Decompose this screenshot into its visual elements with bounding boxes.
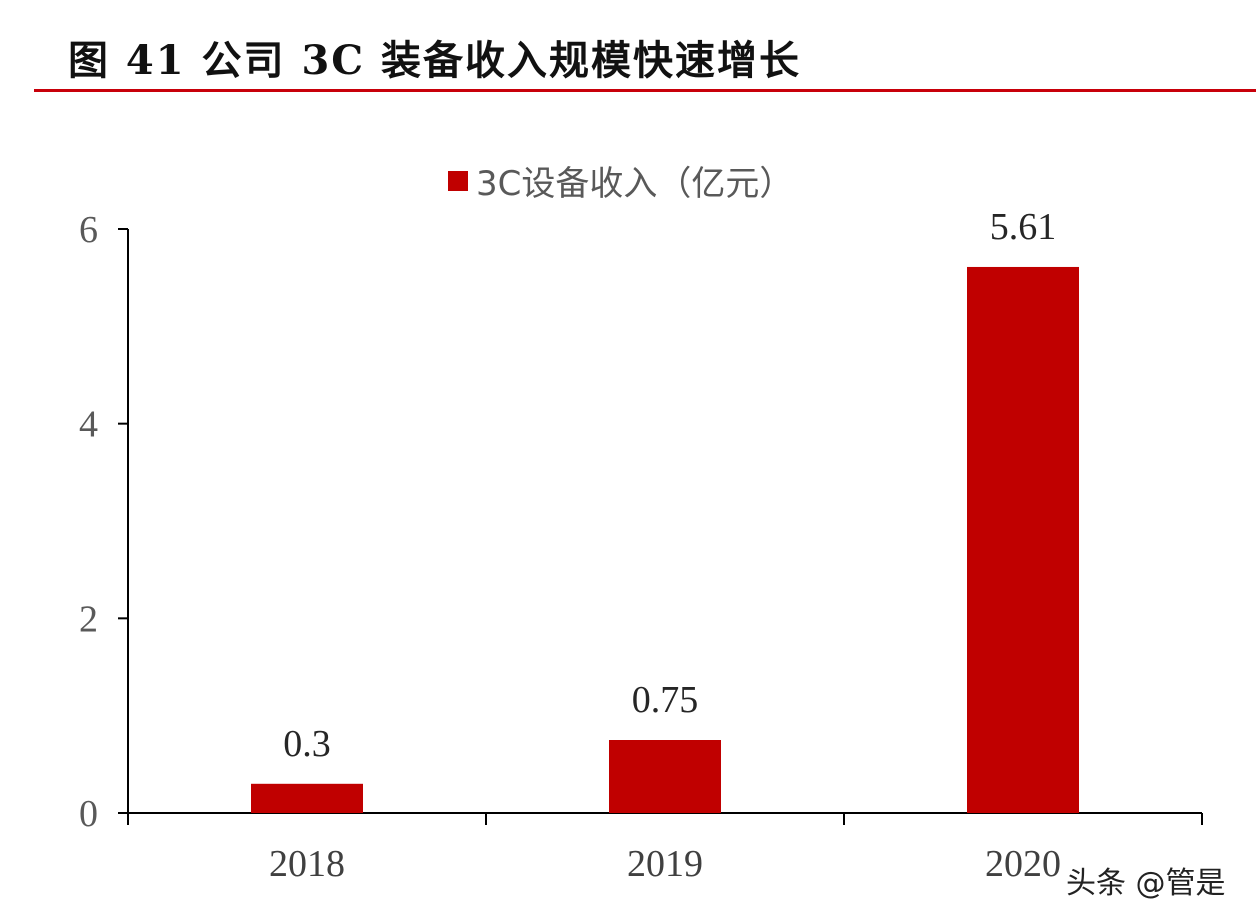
x-tick-label-2020: 2020 bbox=[985, 843, 1061, 885]
bar-2020 bbox=[967, 266, 1079, 814]
legend-swatch bbox=[448, 170, 468, 191]
bar-2018 bbox=[251, 783, 363, 813]
figure-title: 图 41 公司 3C 装备收入规模快速增长 bbox=[68, 37, 802, 84]
y-tick-label: 2 bbox=[79, 598, 98, 640]
data-label-2018: 0.3 bbox=[283, 723, 331, 765]
y-tick-label: 4 bbox=[79, 404, 98, 446]
y-tick-label: 0 bbox=[79, 793, 98, 835]
x-tick-label-2019: 2019 bbox=[627, 843, 703, 885]
legend-label: 3C设备收入（亿元） bbox=[476, 164, 794, 204]
data-label-2019: 0.75 bbox=[632, 679, 699, 721]
y-tick-label: 6 bbox=[79, 209, 98, 251]
x-tick-label-2018: 2018 bbox=[269, 843, 345, 885]
chart-legend: 3C设备收入（亿元） bbox=[448, 156, 793, 205]
bar-2019 bbox=[609, 740, 721, 813]
watermark-text: 头条 @管是 bbox=[1066, 866, 1226, 901]
data-label-2020: 5.61 bbox=[990, 206, 1057, 248]
title-rule bbox=[34, 89, 1256, 92]
